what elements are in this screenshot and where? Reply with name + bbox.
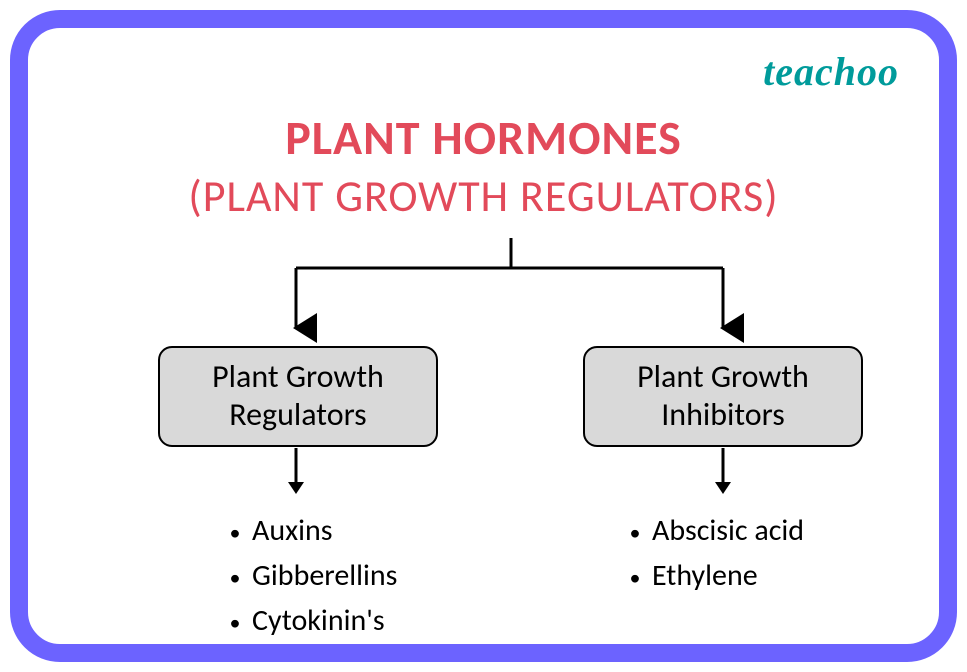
node-right-line2: Inhibitors	[605, 396, 841, 434]
title-block: PLANT HORMONES (PLANT GROWTH REGULATORS)	[28, 108, 939, 223]
node-right-line1: Plant Growth	[605, 358, 841, 396]
diagram-frame: teachoo PLANT HORMONES (PLANT GROWTH REG…	[10, 10, 957, 662]
list-item: Ethylene	[618, 553, 804, 598]
node-left-line1: Plant Growth	[180, 358, 416, 396]
list-item: Abscisic acid	[618, 508, 804, 553]
node-inhibitors: Plant Growth Inhibitors	[583, 346, 863, 447]
list-item: Cytokinin's	[218, 598, 397, 643]
brand-logo: teachoo	[763, 48, 899, 95]
arrow-to-left-list	[276, 448, 316, 498]
node-left-line2: Regulators	[180, 396, 416, 434]
list-item: Auxins	[218, 508, 397, 553]
list-regulators: Auxins Gibberellins Cytokinin's	[218, 508, 397, 643]
list-inhibitors: Abscisic acid Ethylene	[618, 508, 804, 598]
title-line-1: PLANT HORMONES	[28, 108, 939, 167]
node-regulators: Plant Growth Regulators	[158, 346, 438, 447]
list-item: Gibberellins	[218, 553, 397, 598]
branch-connector	[28, 238, 967, 358]
title-line-2: (PLANT GROWTH REGULATORS)	[28, 169, 939, 223]
arrow-to-right-list	[703, 448, 743, 498]
